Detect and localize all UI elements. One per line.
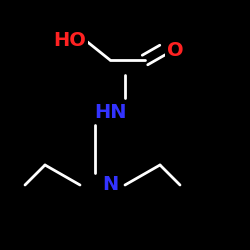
Text: O: O	[167, 40, 183, 60]
Text: HO: HO	[54, 30, 86, 50]
Text: HN: HN	[94, 103, 126, 122]
Text: N: N	[102, 176, 118, 195]
